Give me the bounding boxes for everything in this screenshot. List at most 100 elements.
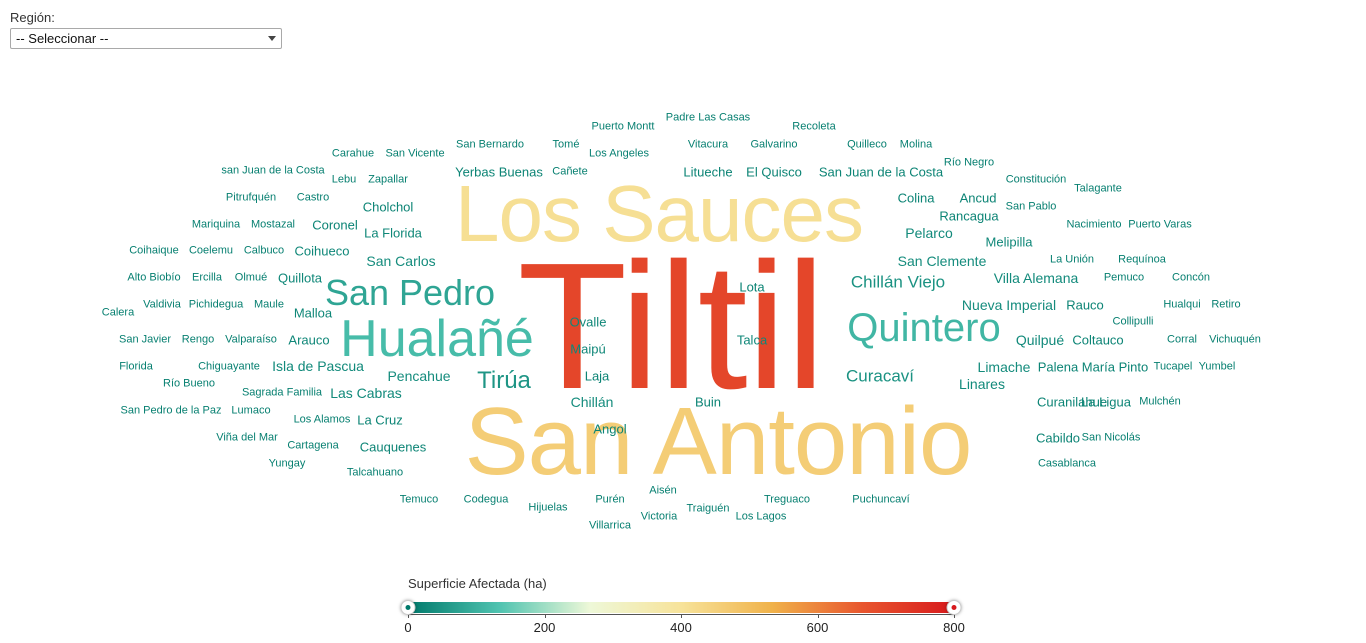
word-mulchen[interactable]: Mulchén: [1139, 395, 1181, 408]
word-la-ligua[interactable]: La Ligua: [1081, 394, 1131, 410]
word-ancud[interactable]: Ancud: [959, 190, 997, 206]
word-rio-negro[interactable]: Río Negro: [943, 156, 995, 169]
word-hualane[interactable]: Hualañé: [340, 310, 534, 368]
word-lebu[interactable]: Lebu: [331, 173, 357, 186]
word-litueche[interactable]: Litueche: [683, 164, 733, 180]
word-arauco[interactable]: Arauco: [288, 332, 330, 348]
word-vitacura[interactable]: Vitacura: [687, 138, 729, 151]
word-isla-de-pascua[interactable]: Isla de Pascua: [272, 358, 364, 374]
word-concon[interactable]: Concón: [1172, 271, 1210, 284]
word-limache[interactable]: Limache: [977, 359, 1031, 375]
word-retiro[interactable]: Retiro: [1211, 298, 1241, 311]
word-mariquina[interactable]: Mariquina: [191, 218, 241, 231]
word-calbuco[interactable]: Calbuco: [243, 244, 285, 257]
word-talca[interactable]: Talca: [736, 332, 768, 348]
word-angol[interactable]: Angol: [593, 421, 627, 437]
word-los-lagos[interactable]: Los Lagos: [735, 510, 787, 523]
word-galvarino[interactable]: Galvarino: [750, 138, 798, 151]
word-nueva-imperial[interactable]: Nueva Imperial: [961, 297, 1057, 313]
word-tirua[interactable]: Tirúa: [477, 367, 531, 394]
word-laja[interactable]: Laja: [584, 368, 610, 384]
word-puerto-montt[interactable]: Puerto Montt: [591, 120, 655, 133]
word-maipu[interactable]: Maipú: [570, 341, 606, 357]
word-yungay[interactable]: Yungay: [268, 457, 306, 470]
word-chiguayante[interactable]: Chiguayante: [198, 360, 260, 373]
word-san-pedro-de-la-paz[interactable]: San Pedro de la Paz: [120, 404, 222, 417]
word-treguaco[interactable]: Treguaco: [763, 493, 811, 506]
word-coelemu[interactable]: Coelemu: [188, 244, 234, 257]
word-codegua[interactable]: Codegua: [463, 493, 509, 506]
word-la-union[interactable]: La Unión: [1049, 253, 1095, 266]
word-san-vicente[interactable]: San Vicente: [385, 147, 445, 160]
word-curanilahue[interactable]: Curanilahue: [1036, 394, 1108, 410]
word-san-antonio[interactable]: San Antonio: [464, 388, 973, 495]
word-chillan[interactable]: Chillán: [570, 394, 614, 410]
word-rio-bueno[interactable]: Río Bueno: [163, 377, 215, 390]
word-los-sauces[interactable]: Los Sauces: [454, 169, 864, 258]
word-florida[interactable]: Florida: [119, 360, 153, 373]
word-cartagena[interactable]: Cartagena: [287, 439, 339, 452]
word-linares[interactable]: Linares: [959, 376, 1005, 392]
word-pencahue[interactable]: Pencahue: [387, 368, 451, 384]
word-padre-las-casas[interactable]: Padre Las Casas: [665, 111, 751, 124]
word-ercilla[interactable]: Ercilla: [192, 271, 222, 284]
word-temuco[interactable]: Temuco: [399, 493, 439, 506]
word-cabildo[interactable]: Cabildo: [1035, 430, 1081, 446]
word-los-angeles[interactable]: Los Angeles: [589, 147, 649, 160]
word-palena[interactable]: Palena: [1037, 359, 1079, 375]
word-hijuelas[interactable]: Hijuelas: [528, 501, 568, 514]
word-puerto-varas[interactable]: Puerto Varas: [1128, 218, 1192, 231]
word-san-juan-de-la-costa[interactable]: san Juan de la Costa: [221, 164, 325, 177]
word-curacavi[interactable]: Curacaví: [845, 366, 915, 386]
word-vichuquen[interactable]: Vichuquén: [1209, 333, 1261, 346]
word-canete[interactable]: Cañete: [552, 165, 588, 178]
word-zapallar[interactable]: Zapallar: [368, 173, 408, 186]
word-san-juan-de-la-costa[interactable]: San Juan de la Costa: [818, 164, 944, 180]
word-melipilla[interactable]: Melipilla: [985, 234, 1033, 250]
word-victoria[interactable]: Victoria: [640, 510, 678, 523]
word-mostazal[interactable]: Mostazal: [250, 218, 296, 231]
word-colina[interactable]: Colina: [897, 190, 935, 206]
region-select[interactable]: -- Seleccionar --: [10, 28, 282, 49]
word-villa-alemana[interactable]: Villa Alemana: [993, 270, 1079, 286]
word-san-pablo[interactable]: San Pablo: [1005, 200, 1057, 213]
word-aisen[interactable]: Aisén: [649, 484, 677, 497]
word-olmue[interactable]: Olmué: [234, 271, 268, 284]
word-rauco[interactable]: Rauco: [1066, 297, 1104, 313]
word-coronel[interactable]: Coronel: [312, 217, 358, 233]
word-alto-biobio[interactable]: Alto Biobío: [127, 271, 181, 284]
word-valparaiso[interactable]: Valparaíso: [225, 333, 277, 346]
word-maria-pinto[interactable]: María Pinto: [1081, 359, 1149, 375]
word-san-javier[interactable]: San Javier: [119, 333, 171, 346]
word-coltauco[interactable]: Coltauco: [1072, 332, 1124, 348]
word-los-alamos[interactable]: Los Alamos: [293, 413, 351, 426]
word-vina-del-mar[interactable]: Viña del Mar: [216, 431, 278, 444]
word-quillota[interactable]: Quillota: [277, 270, 323, 286]
word-quilpue[interactable]: Quilpué: [1015, 332, 1065, 348]
word-yerbas-buenas[interactable]: Yerbas Buenas: [455, 164, 543, 180]
word-pichidegua[interactable]: Pichidegua: [188, 298, 244, 311]
word-tiltil[interactable]: Tiltil: [517, 226, 825, 427]
range-min-handle[interactable]: [400, 600, 416, 615]
word-villarrica[interactable]: Villarrica: [589, 519, 631, 532]
word-constitucion[interactable]: Constitución: [1005, 173, 1067, 186]
word-maule[interactable]: Maule: [254, 298, 284, 311]
word-tucapel[interactable]: Tucapel: [1153, 360, 1193, 373]
word-talcahuano[interactable]: Talcahuano: [346, 466, 404, 479]
word-hualqui[interactable]: Hualqui: [1163, 298, 1201, 311]
word-rengo[interactable]: Rengo: [181, 333, 215, 346]
word-traiguen[interactable]: Traiguén: [686, 502, 730, 515]
word-puren[interactable]: Purén: [595, 493, 625, 506]
word-lumaco[interactable]: Lumaco: [231, 404, 271, 417]
word-el-quisco[interactable]: El Quisco: [746, 164, 802, 180]
word-casablanca[interactable]: Casablanca: [1037, 457, 1097, 470]
word-cauquenes[interactable]: Cauquenes: [359, 439, 427, 455]
word-san-nicolas[interactable]: San Nicolás: [1081, 431, 1141, 444]
word-tome[interactable]: Tomé: [552, 138, 580, 151]
word-coihueco[interactable]: Coihueco: [294, 243, 350, 259]
word-pelarco[interactable]: Pelarco: [905, 225, 953, 241]
word-carahue[interactable]: Carahue: [331, 147, 375, 160]
word-recoleta[interactable]: Recoleta: [792, 120, 836, 133]
word-molina[interactable]: Molina: [899, 138, 933, 151]
word-sagrada-familia[interactable]: Sagrada Familia: [241, 386, 323, 399]
